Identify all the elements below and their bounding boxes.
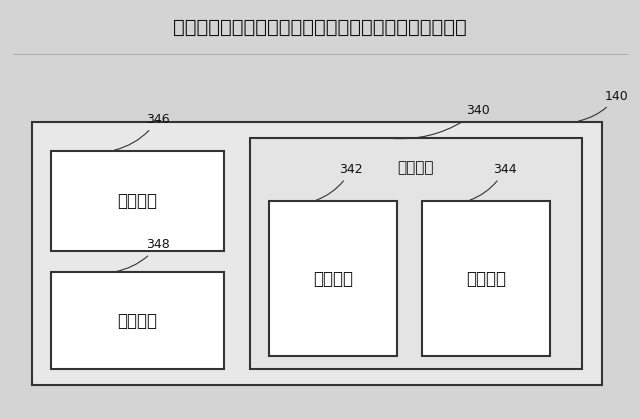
Bar bbox=[422, 201, 550, 356]
Text: 346: 346 bbox=[115, 113, 170, 150]
Text: 344: 344 bbox=[470, 163, 516, 200]
Text: 342: 342 bbox=[316, 163, 363, 200]
Text: 本発明の一実施形態における管理装置の機能ブロック図: 本発明の一実施形態における管理装置の機能ブロック図 bbox=[173, 18, 467, 37]
Text: 変換手段: 変換手段 bbox=[118, 192, 157, 210]
Bar bbox=[269, 201, 397, 356]
Bar bbox=[51, 272, 224, 369]
Text: 通信手段: 通信手段 bbox=[397, 160, 435, 175]
Bar bbox=[250, 138, 582, 369]
Text: 340: 340 bbox=[392, 104, 490, 139]
Bar bbox=[32, 122, 602, 385]
Text: 140: 140 bbox=[579, 90, 628, 121]
Bar bbox=[51, 151, 224, 251]
Text: 348: 348 bbox=[115, 238, 170, 272]
Text: 受信手段: 受信手段 bbox=[313, 270, 353, 287]
Text: 制御手段: 制御手段 bbox=[118, 312, 157, 329]
Text: 送信手段: 送信手段 bbox=[467, 270, 506, 287]
